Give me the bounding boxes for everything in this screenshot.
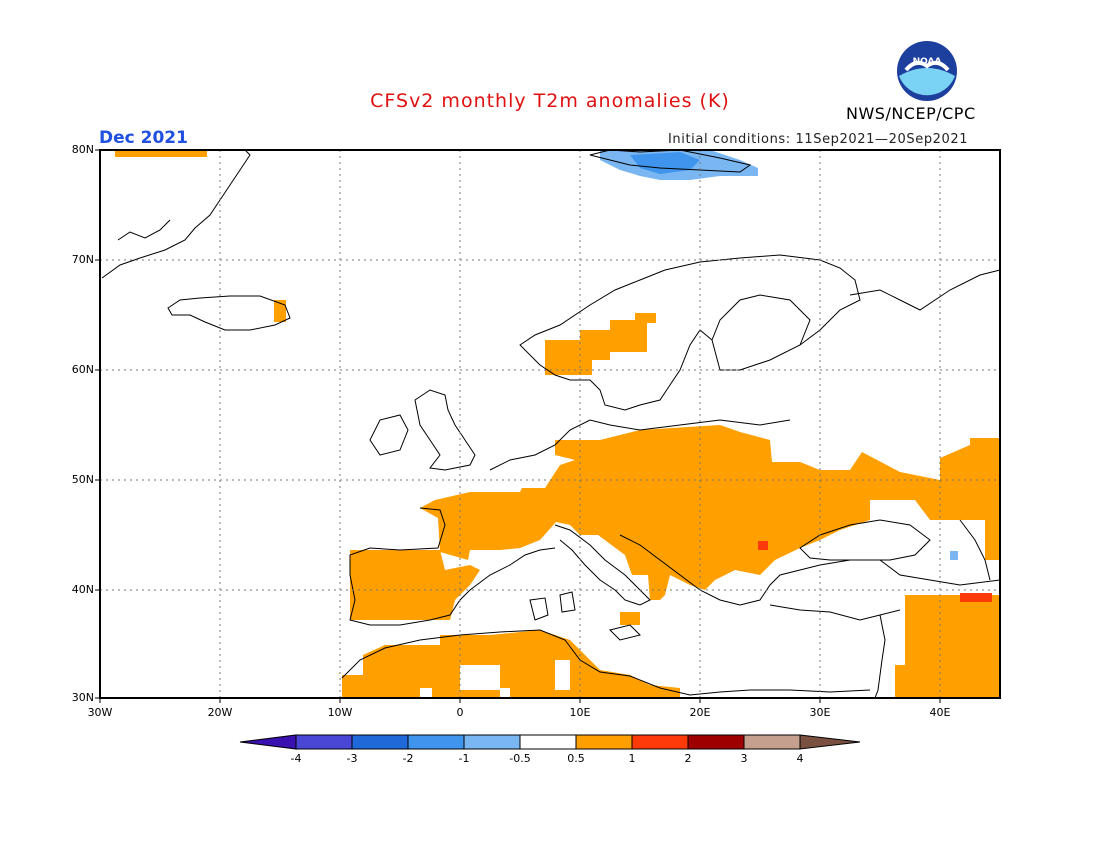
lat-label-50n: 50N <box>71 473 94 486</box>
colorbar-label: -0.5 <box>509 752 531 765</box>
colorbar-cell <box>575 734 633 750</box>
coastlines <box>101 149 1001 699</box>
initial-conditions: Initial conditions: 11Sep2021—20Sep2021 <box>668 132 969 147</box>
map-frame <box>99 149 1001 699</box>
graticule <box>100 150 1000 698</box>
colorbar-label: -3 <box>346 752 358 765</box>
colorbar-label: 0.5 <box>567 752 585 765</box>
colorbar-arrow-high <box>799 734 861 750</box>
warm-red-patches <box>758 541 992 602</box>
colorbar-cell <box>631 734 689 750</box>
colorbar-cell <box>743 734 801 750</box>
lat-label-40n: 40N <box>71 583 94 596</box>
colorbar-cell <box>519 734 577 750</box>
colorbar-label: 1 <box>628 752 636 765</box>
forecast-month: Dec 2021 <box>99 128 188 148</box>
colorbar-cell <box>351 734 409 750</box>
lon-label-10w: 10W <box>327 706 353 719</box>
chart-title: CFSv2 monthly T2m anomalies (K) <box>370 90 730 112</box>
lon-label-30e: 30E <box>809 706 831 719</box>
colorbar-cell <box>295 734 353 750</box>
lat-label-70n: 70N <box>71 253 94 266</box>
logo-text: NOAA <box>913 57 942 67</box>
neutral-holes <box>420 660 735 698</box>
agency-label: NWS/NCEP/CPC <box>846 104 976 123</box>
colorbar-arrow-low <box>239 734 297 750</box>
lon-label-20e: 20E <box>689 706 711 719</box>
colorbar-label: -2 <box>402 752 414 765</box>
lon-label-40e: 40E <box>929 706 951 719</box>
lon-label-0: 0 <box>456 706 464 719</box>
colorbar-label: 2 <box>684 752 692 765</box>
anomaly-patches <box>115 150 1000 698</box>
colorbar-cell <box>463 734 521 750</box>
lat-label-60n: 60N <box>71 363 94 376</box>
lon-label-10e: 10E <box>569 706 591 719</box>
colorbar-label: 4 <box>796 752 804 765</box>
lat-label-30n: 30N <box>71 691 94 704</box>
noaa-logo-icon: NOAA <box>897 41 957 101</box>
lon-label-30w: 30W <box>87 706 113 719</box>
colorbar-cell <box>687 734 745 750</box>
colorbar-label: -1 <box>458 752 470 765</box>
colorbar-label: 3 <box>740 752 748 765</box>
colorbar-cell <box>407 734 465 750</box>
colorbar-label: -4 <box>290 752 302 765</box>
lat-label-80n: 80N <box>71 143 94 156</box>
lon-label-20w: 20W <box>207 706 233 719</box>
